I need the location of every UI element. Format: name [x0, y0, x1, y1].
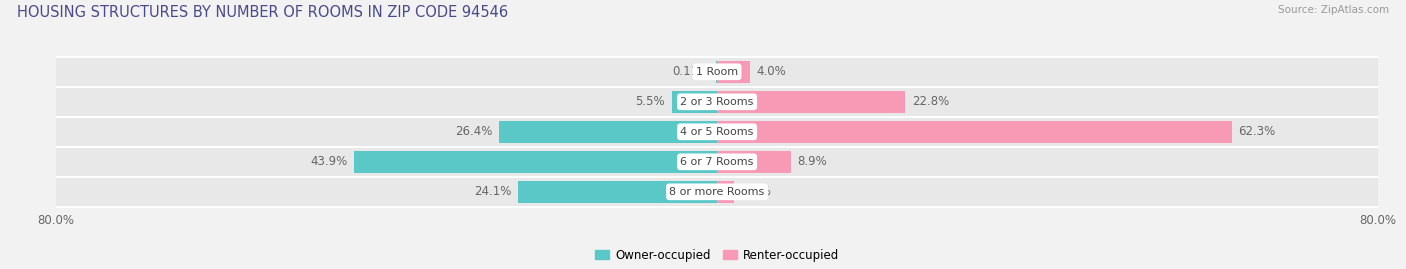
Text: 8.9%: 8.9% [797, 155, 827, 168]
Text: 6 or 7 Rooms: 6 or 7 Rooms [681, 157, 754, 167]
Bar [717, 121, 1232, 143]
Text: 2.1%: 2.1% [741, 185, 770, 198]
Bar [499, 121, 717, 143]
Bar [56, 57, 1378, 87]
Bar [717, 181, 734, 203]
Bar [56, 87, 1378, 117]
Text: HOUSING STRUCTURES BY NUMBER OF ROOMS IN ZIP CODE 94546: HOUSING STRUCTURES BY NUMBER OF ROOMS IN… [17, 5, 508, 20]
Text: Source: ZipAtlas.com: Source: ZipAtlas.com [1278, 5, 1389, 15]
Text: 26.4%: 26.4% [456, 125, 492, 138]
Text: 22.8%: 22.8% [912, 95, 949, 108]
Text: 4.0%: 4.0% [756, 65, 786, 78]
Bar [672, 91, 717, 113]
Text: 5.5%: 5.5% [636, 95, 665, 108]
Text: 24.1%: 24.1% [474, 185, 512, 198]
Bar [517, 181, 717, 203]
Bar [56, 147, 1378, 177]
Bar [56, 117, 1378, 147]
Text: 2 or 3 Rooms: 2 or 3 Rooms [681, 97, 754, 107]
Text: 4 or 5 Rooms: 4 or 5 Rooms [681, 127, 754, 137]
Text: 8 or more Rooms: 8 or more Rooms [669, 187, 765, 197]
Text: 1 Room: 1 Room [696, 67, 738, 77]
Text: 62.3%: 62.3% [1239, 125, 1275, 138]
Bar [354, 151, 717, 173]
Text: 43.9%: 43.9% [311, 155, 347, 168]
Bar [717, 91, 905, 113]
Bar [56, 177, 1378, 207]
Bar [717, 151, 790, 173]
Legend: Owner-occupied, Renter-occupied: Owner-occupied, Renter-occupied [591, 244, 844, 266]
Bar [717, 61, 751, 83]
Text: 0.11%: 0.11% [672, 65, 710, 78]
